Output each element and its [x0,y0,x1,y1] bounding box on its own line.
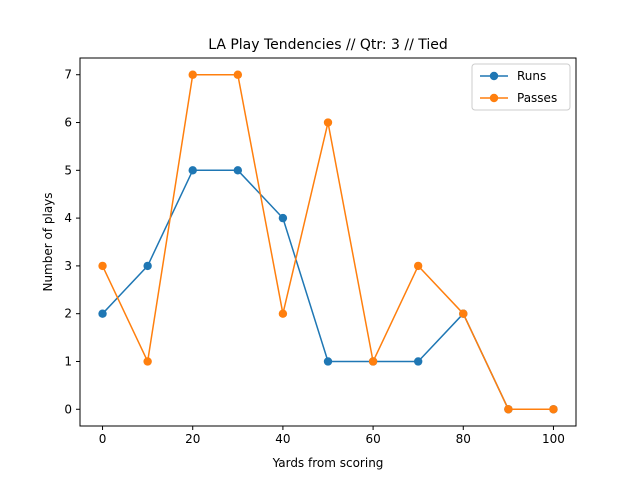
data-point-passes [278,309,288,318]
data-point-runs [188,166,197,175]
y-tick-label: 2 [64,307,72,321]
data-point-passes [188,70,197,79]
data-point-passes [413,261,423,271]
y-tick-label: 5 [64,163,72,177]
legend-item: Passes [480,91,557,105]
y-tick-label: 7 [64,68,72,82]
y-axis-label: Number of plays [41,192,55,291]
legend: Runs Passes [471,63,571,111]
data-point-runs [413,357,423,366]
y-tick-label: 0 [64,402,72,416]
series-line-runs [101,169,554,411]
data-point-passes [368,357,378,366]
legend-label: Passes [517,91,557,105]
x-tick-label: 20 [185,432,200,446]
legend-swatch-marker [489,93,499,103]
data-point-passes [98,261,107,271]
x-tick-label: 80 [456,432,471,446]
chart-title: LA Play Tendencies // Qtr: 3 // Tied [208,37,448,53]
data-point-runs [233,166,243,175]
data-point-runs [323,357,333,366]
x-tick-label: 60 [365,432,380,446]
y-tick-label: 1 [64,354,72,368]
y-tick-label: 4 [64,211,72,225]
data-point-passes [233,70,243,79]
plot-area [98,70,558,414]
data-point-runs [278,213,288,223]
x-tick-label: 40 [275,432,290,446]
legend-swatch-marker [489,71,499,81]
legend-label: Runs [517,69,546,83]
x-tick-label: 100 [542,432,565,446]
y-tick-label: 3 [64,259,72,273]
data-point-passes [504,405,513,414]
legend-item: Runs [480,69,546,83]
series-passes [98,70,558,414]
y-tick-label: 6 [64,116,72,130]
data-point-runs [98,309,107,318]
series-runs [98,166,558,414]
x-axis-ticks: 0 20 40 60 80 100 [99,426,565,446]
x-tick-label: 0 [99,432,107,446]
axes-frame [79,57,577,427]
data-point-passes [143,357,152,366]
y-axis-ticks: 0 1 2 3 4 5 6 7 [64,68,80,416]
data-point-runs [143,261,152,271]
data-point-passes [459,309,468,318]
x-axis-label: Yards from scoring [272,456,384,470]
data-point-passes [323,118,333,127]
data-point-passes [549,405,558,414]
